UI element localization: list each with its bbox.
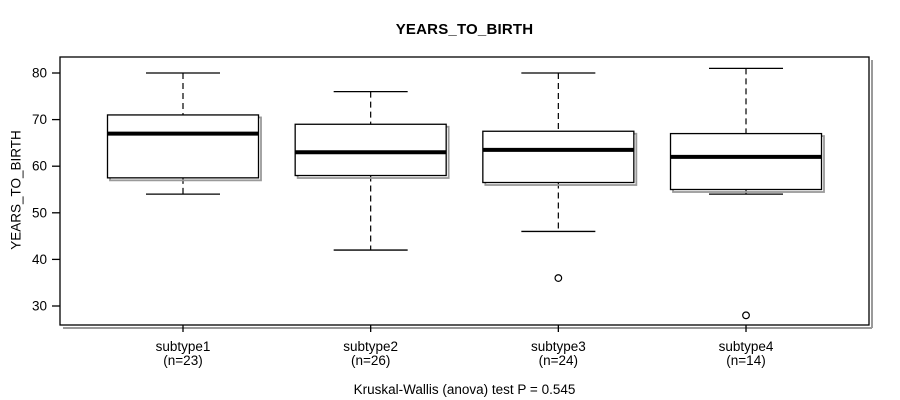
y-axis-tick-label: 80: [32, 66, 47, 81]
outlier-point: [742, 311, 750, 320]
x-category-count: (n=23): [163, 353, 202, 368]
stat-annotation: Kruskal-Wallis (anova) test P = 0.545: [353, 382, 576, 397]
y-axis-tick-label: 70: [32, 112, 47, 127]
x-category-label: subtype3: [531, 339, 586, 354]
chart-title: YEARS_TO_BIRTH: [395, 21, 534, 38]
box: [482, 130, 635, 184]
y-axis-tick-label: 60: [32, 159, 47, 174]
x-category-count: (n=26): [351, 353, 390, 368]
y-axis-tick-label: 50: [32, 205, 47, 220]
outlier-point: [554, 274, 563, 282]
box: [669, 132, 823, 191]
x-category-label: subtype2: [343, 339, 398, 354]
x-category-label: subtype4: [719, 339, 774, 354]
x-category-count: (n=14): [726, 353, 765, 368]
box: [106, 114, 260, 179]
x-category-count: (n=24): [539, 353, 578, 368]
y-axis-tick-label: 30: [32, 299, 47, 314]
box: [294, 123, 447, 177]
y-axis-tick-label: 40: [32, 252, 47, 267]
x-category-label: subtype1: [156, 339, 211, 354]
plot-frame: [59, 56, 870, 326]
